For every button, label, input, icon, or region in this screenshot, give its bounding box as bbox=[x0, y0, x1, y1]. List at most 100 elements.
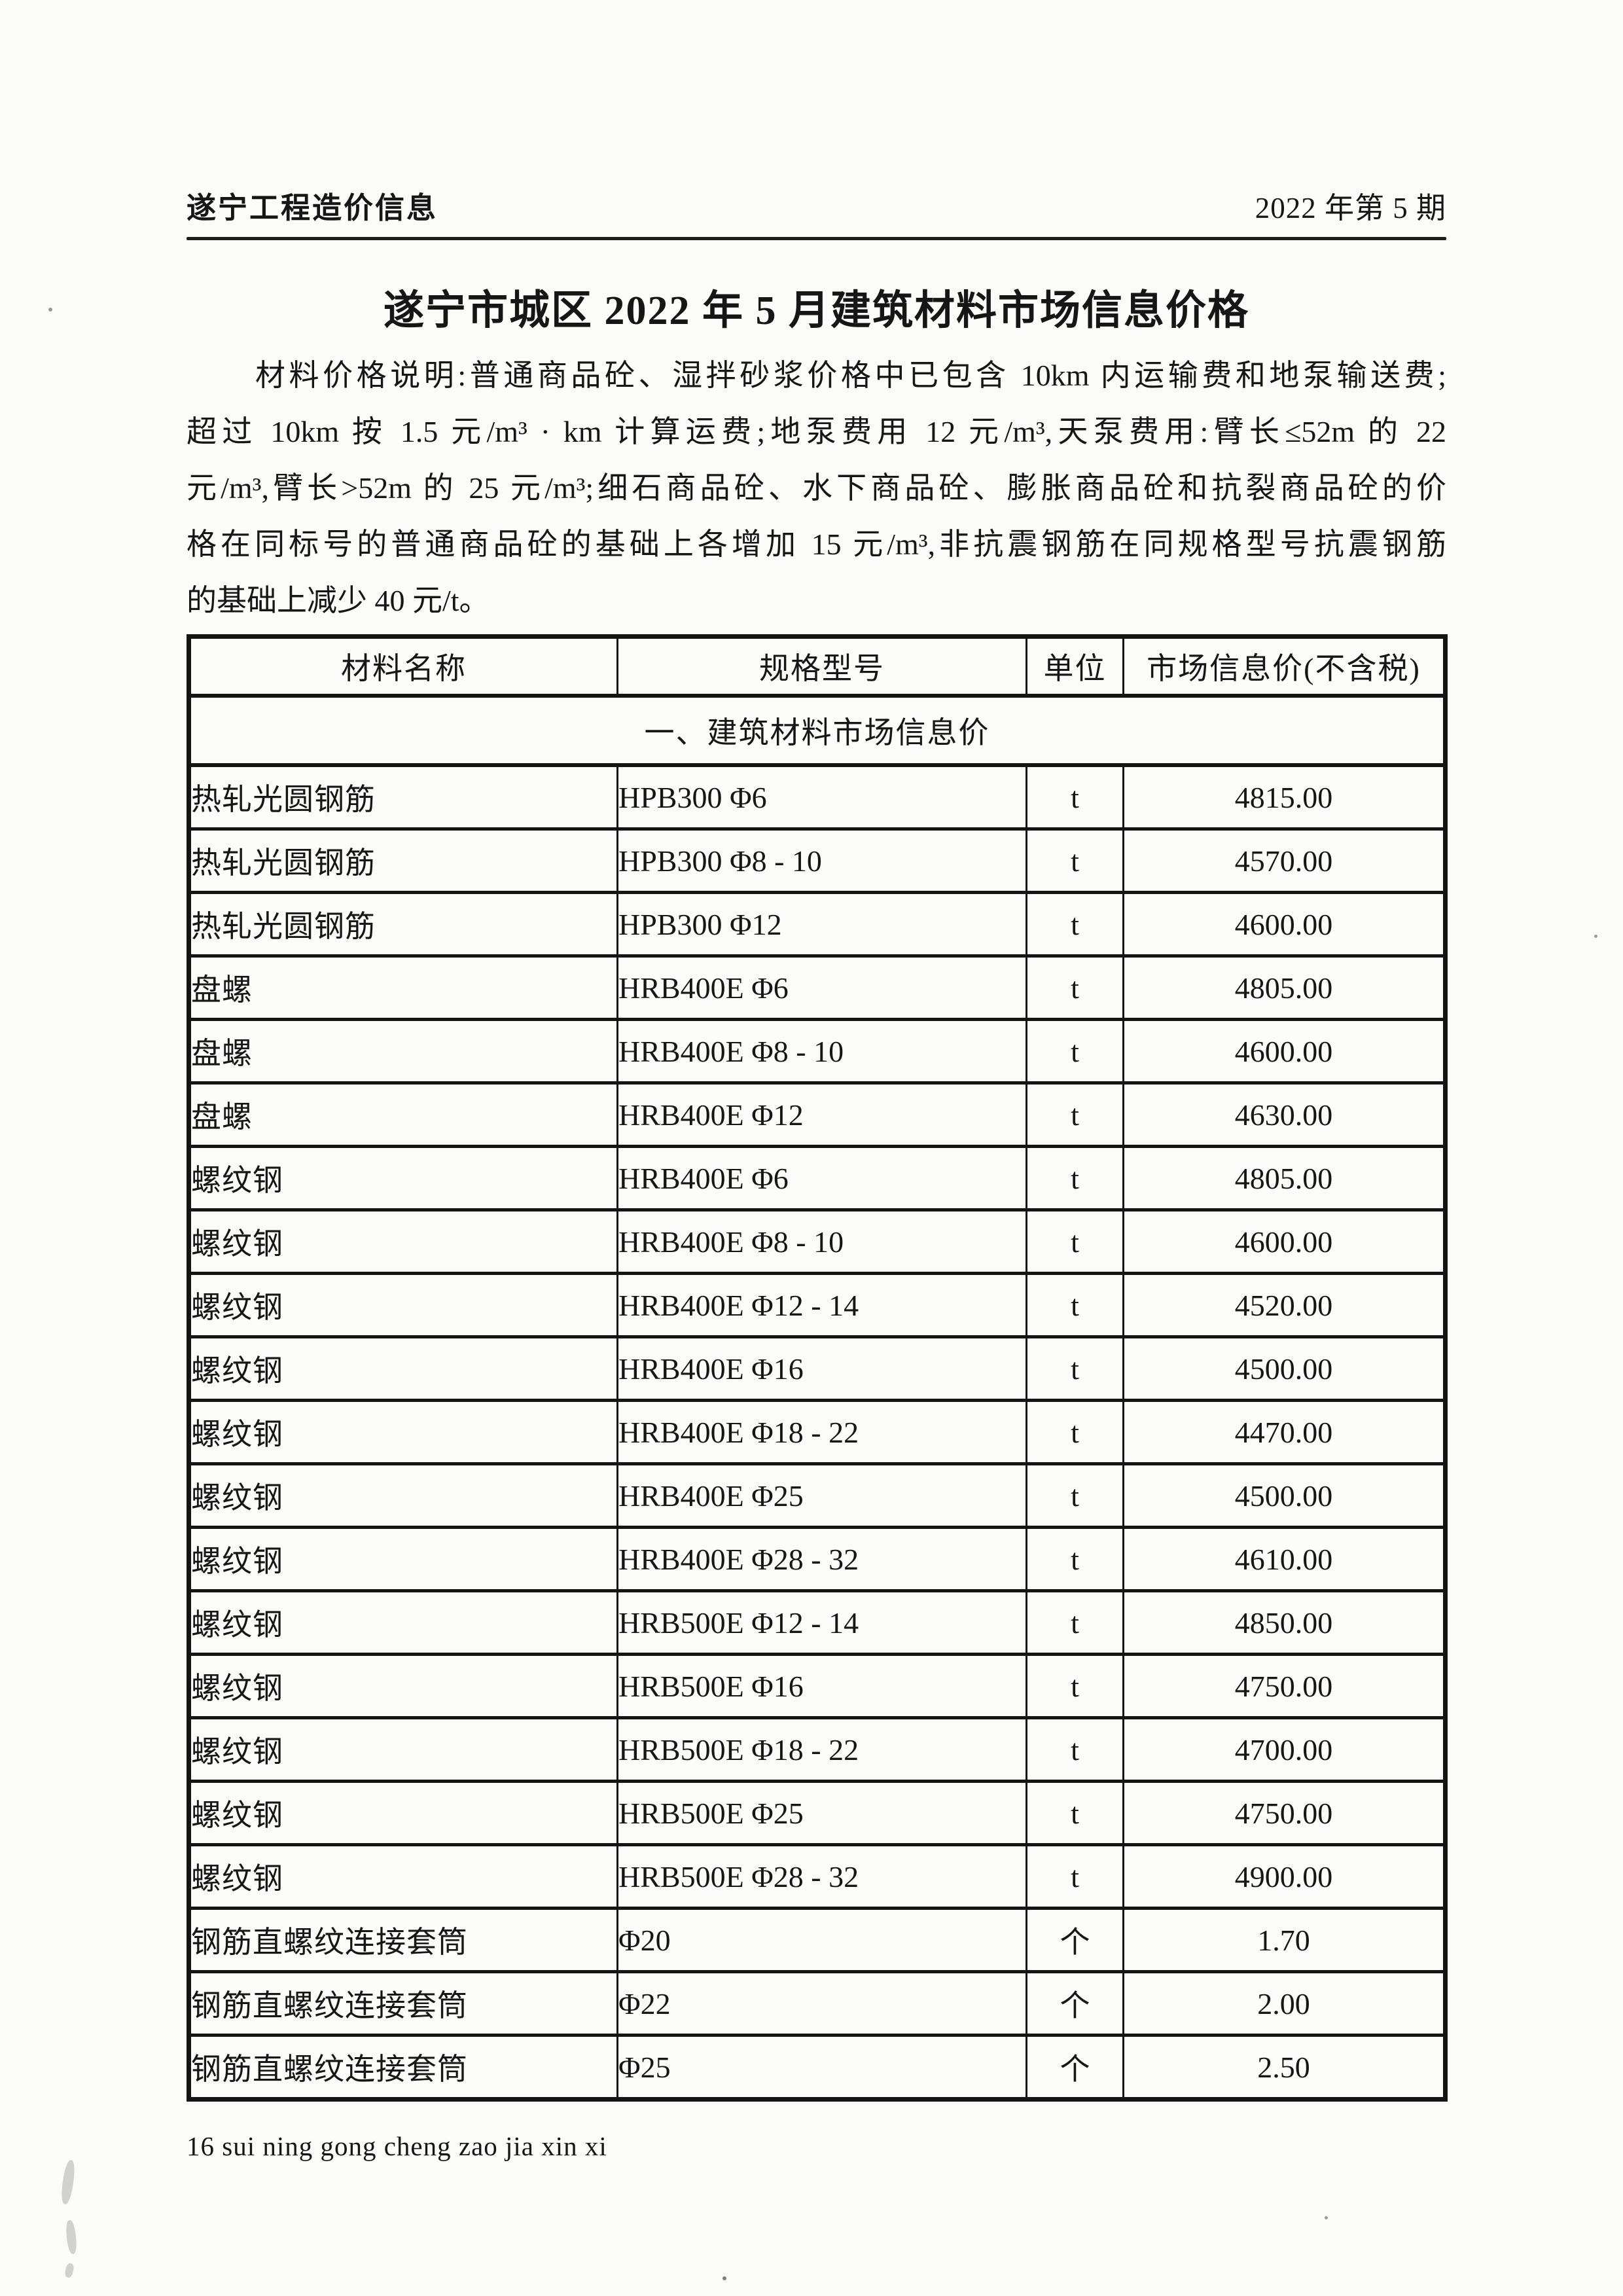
price-cell: 4750.00 bbox=[1122, 1653, 1446, 1719]
material-name-cell: 热轧光圆钢筋 bbox=[188, 827, 618, 894]
header-divider bbox=[187, 237, 1446, 240]
unit-cell: t bbox=[1026, 1653, 1124, 1719]
spec-cell: HRB400E Φ16 bbox=[616, 1335, 1027, 1402]
spec-cell: HPB300 Φ12 bbox=[616, 891, 1027, 958]
unit-cell: t bbox=[1026, 1843, 1124, 1910]
notes-line-1: 材料价格说明:普通商品砼、湿拌砂浆价格中已包含 10km 内运输费和地泵输送费; bbox=[255, 359, 1446, 392]
material-name-cell: 螺纹钢 bbox=[188, 1208, 618, 1275]
table-header-row: 材料名称 规格型号 单位 市场信息价(不含税) bbox=[188, 635, 1446, 698]
table-row: 钢筋直螺纹连接套筒 Φ25 个 2.50 bbox=[188, 2034, 1446, 2101]
unit-cell: t bbox=[1026, 827, 1124, 894]
table-row: 螺纹钢 HRB400E Φ25 t 4500.00 bbox=[188, 1462, 1446, 1529]
price-cell: 4500.00 bbox=[1122, 1462, 1446, 1529]
price-cell: 4500.00 bbox=[1122, 1335, 1446, 1402]
spec-cell: HRB400E Φ12 bbox=[616, 1081, 1027, 1148]
unit-cell: t bbox=[1026, 1145, 1124, 1211]
table-row: 钢筋直螺纹连接套筒 Φ20 个 1.70 bbox=[188, 1907, 1446, 1973]
table-row: 热轧光圆钢筋 HPB300 Φ6 t 4815.00 bbox=[188, 763, 1446, 831]
material-name-cell: 热轧光圆钢筋 bbox=[188, 891, 618, 958]
table-row: 螺纹钢 HRB500E Φ28 - 32 t 4900.00 bbox=[188, 1843, 1446, 1910]
material-name-cell: 螺纹钢 bbox=[188, 1145, 618, 1211]
scan-speck bbox=[722, 2276, 726, 2280]
price-cell: 4815.00 bbox=[1122, 763, 1446, 831]
spec-cell: HRB400E Φ28 - 32 bbox=[616, 1526, 1027, 1592]
spec-cell: HRB400E Φ8 - 10 bbox=[616, 1208, 1027, 1275]
unit-cell: 个 bbox=[1026, 2034, 1124, 2101]
price-cell: 1.70 bbox=[1122, 1907, 1446, 1973]
section-header-label: 一、建筑材料市场信息价 bbox=[188, 694, 1446, 767]
price-cell: 4520.00 bbox=[1122, 1272, 1446, 1338]
unit-cell: t bbox=[1026, 763, 1124, 831]
material-name-cell: 螺纹钢 bbox=[188, 1589, 618, 1656]
material-name-cell: 螺纹钢 bbox=[188, 1653, 618, 1719]
spec-cell: HRB400E Φ6 bbox=[616, 1145, 1027, 1211]
unit-cell: t bbox=[1026, 1081, 1124, 1148]
unit-cell: 个 bbox=[1026, 1970, 1124, 2037]
page-title: 遂宁市城区 2022 年 5 月建筑材料市场信息价格 bbox=[383, 289, 1249, 333]
notes-line-4: 格在同标号的普通商品砼的基础上各增加 15 元/m³,非抗震钢筋在同规格型号抗震… bbox=[187, 528, 1446, 561]
scan-speck bbox=[1594, 935, 1597, 938]
material-name-cell: 螺纹钢 bbox=[188, 1462, 618, 1529]
price-cell: 4805.00 bbox=[1122, 1145, 1446, 1211]
price-cell: 4630.00 bbox=[1122, 1081, 1446, 1148]
price-table: 材料名称 规格型号 单位 市场信息价(不含税) 一、建筑材料市场信息价 热轧光圆… bbox=[187, 634, 1448, 2102]
price-cell: 4805.00 bbox=[1122, 954, 1446, 1021]
unit-cell: t bbox=[1026, 1208, 1124, 1275]
table-row: 热轧光圆钢筋 HPB300 Φ8 - 10 t 4570.00 bbox=[188, 827, 1446, 894]
unit-cell: t bbox=[1026, 1272, 1124, 1338]
spec-cell: HRB500E Φ18 - 22 bbox=[616, 1716, 1027, 1783]
notes-line-2: 超过 10km 按 1.5 元/m³ · km 计算运费;地泵费用 12 元/m… bbox=[187, 415, 1446, 448]
table-row: 螺纹钢 HRB400E Φ16 t 4500.00 bbox=[188, 1335, 1446, 1402]
page-footer-label: 16 sui ning gong cheng zao jia xin xi bbox=[187, 2131, 607, 2161]
material-name-cell: 热轧光圆钢筋 bbox=[188, 763, 618, 831]
material-name-cell: 螺纹钢 bbox=[188, 1526, 618, 1592]
price-cell: 4600.00 bbox=[1122, 1018, 1446, 1085]
spec-cell: HRB400E Φ8 - 10 bbox=[616, 1018, 1027, 1085]
price-cell: 4600.00 bbox=[1122, 1208, 1446, 1275]
material-name-cell: 盘螺 bbox=[188, 1081, 618, 1148]
spec-cell: HRB500E Φ16 bbox=[616, 1653, 1027, 1719]
material-name-cell: 螺纹钢 bbox=[188, 1716, 618, 1783]
spec-cell: Φ20 bbox=[616, 1907, 1027, 1973]
journal-title: 遂宁工程造价信息 bbox=[187, 192, 438, 224]
spec-cell: HRB400E Φ12 - 14 bbox=[616, 1272, 1027, 1338]
spec-cell: HPB300 Φ6 bbox=[616, 763, 1027, 831]
unit-cell: t bbox=[1026, 1526, 1124, 1592]
unit-cell: t bbox=[1026, 1589, 1124, 1656]
price-cell: 4600.00 bbox=[1122, 891, 1446, 958]
unit-cell: t bbox=[1026, 1018, 1124, 1085]
material-name-cell: 螺纹钢 bbox=[188, 1780, 618, 1846]
spec-cell: HRB500E Φ12 - 14 bbox=[616, 1589, 1027, 1656]
price-cell: 4700.00 bbox=[1122, 1716, 1446, 1783]
price-cell: 2.50 bbox=[1122, 2034, 1446, 2101]
table-row: 螺纹钢 HRB500E Φ25 t 4750.00 bbox=[188, 1780, 1446, 1846]
unit-cell: t bbox=[1026, 954, 1124, 1021]
material-name-cell: 螺纹钢 bbox=[188, 1272, 618, 1338]
scan-speck bbox=[1325, 2216, 1328, 2219]
table-row: 盘螺 HRB400E Φ8 - 10 t 4600.00 bbox=[188, 1018, 1446, 1085]
scan-smudge bbox=[60, 2159, 77, 2205]
col-header-unit: 单位 bbox=[1026, 635, 1124, 698]
price-cell: 4610.00 bbox=[1122, 1526, 1446, 1592]
unit-cell: t bbox=[1026, 1716, 1124, 1783]
unit-cell: t bbox=[1026, 1462, 1124, 1529]
table-row: 螺纹钢 HRB500E Φ16 t 4750.00 bbox=[188, 1653, 1446, 1719]
notes-paragraph: 材料价格说明:普通商品砼、湿拌砂浆价格中已包含 10km 内运输费和地泵输送费;… bbox=[187, 348, 1446, 629]
table-row: 螺纹钢 HRB400E Φ28 - 32 t 4610.00 bbox=[188, 1526, 1446, 1592]
section-header-row: 一、建筑材料市场信息价 bbox=[188, 694, 1446, 767]
table-row: 钢筋直螺纹连接套筒 Φ22 个 2.00 bbox=[188, 1970, 1446, 2037]
material-name-cell: 钢筋直螺纹连接套筒 bbox=[188, 1907, 618, 1973]
price-cell: 4570.00 bbox=[1122, 827, 1446, 894]
material-name-cell: 盘螺 bbox=[188, 954, 618, 1021]
col-header-material-name: 材料名称 bbox=[188, 635, 618, 698]
table-row: 盘螺 HRB400E Φ12 t 4630.00 bbox=[188, 1081, 1446, 1148]
price-cell: 4850.00 bbox=[1122, 1589, 1446, 1656]
price-cell: 4900.00 bbox=[1122, 1843, 1446, 1910]
scan-smudge bbox=[63, 2262, 75, 2279]
material-name-cell: 螺纹钢 bbox=[188, 1843, 618, 1910]
spec-cell: HRB400E Φ25 bbox=[616, 1462, 1027, 1529]
notes-line-5: 的基础上减少 40 元/t。 bbox=[187, 584, 490, 617]
col-header-price: 市场信息价(不含税) bbox=[1122, 635, 1446, 698]
page-header: 遂宁工程造价信息 2022 年第 5 期 bbox=[187, 0, 1446, 225]
